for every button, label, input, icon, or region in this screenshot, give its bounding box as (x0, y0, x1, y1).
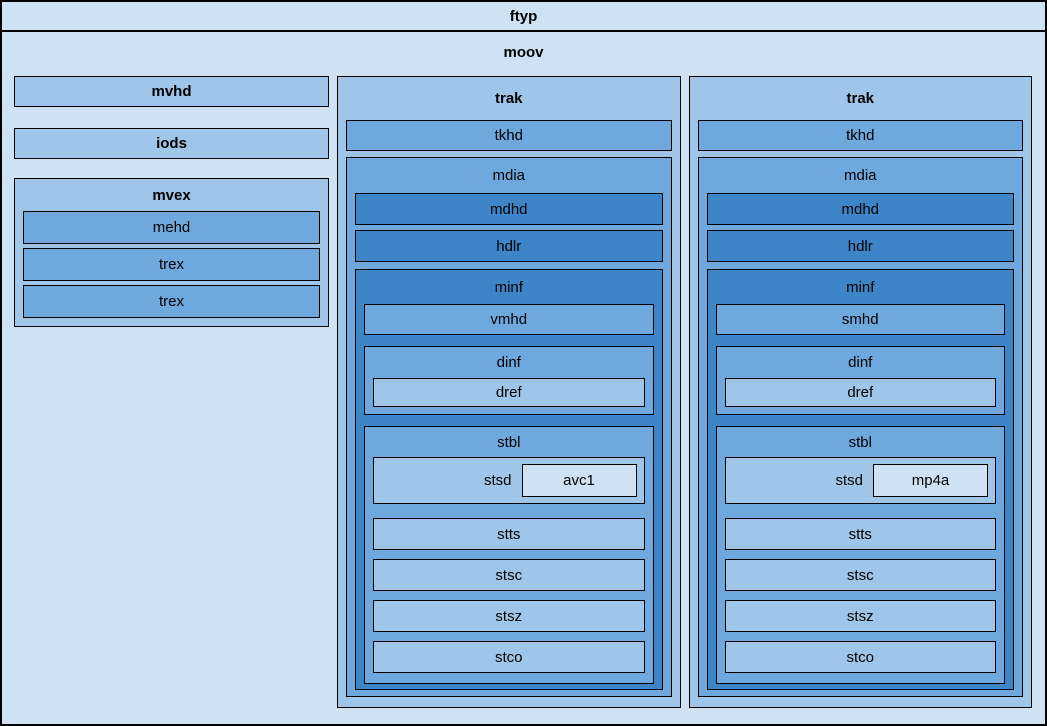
box-stbl: stbl stsd mp4a stts stsc (715, 426, 1005, 684)
trak-label: trak (494, 90, 523, 107)
stts-label: stts (497, 525, 521, 543)
box-mdia: mdia mdhd hdlr minf smhd dinf (697, 157, 1023, 697)
tkhd-label: tkhd (494, 127, 523, 144)
box-trak-video: trak tkhd mdia mdhd hdlr minf vmhd (337, 76, 681, 708)
box-trex-1: trex (23, 248, 320, 281)
box-mehd: mehd (23, 211, 320, 244)
mdia-label: mdia (492, 167, 525, 184)
box-mdia: mdia mdhd hdlr minf vmhd dinf (346, 157, 672, 697)
iods-label: iods (156, 135, 187, 152)
box-stco: stco (373, 641, 645, 673)
box-avc1: avc1 (521, 464, 637, 497)
box-stsc: stsc (373, 559, 645, 591)
minf-label: minf (494, 278, 523, 296)
box-minf: minf vmhd dinf dref stbl (355, 269, 663, 690)
stco-label: stco (846, 648, 874, 666)
dref-label: dref (495, 384, 522, 401)
mvex-label: mvex (152, 186, 191, 204)
box-ftyp: ftyp (2, 2, 1045, 32)
vmhd-label: vmhd (490, 311, 528, 328)
box-mdhd: mdhd (355, 193, 663, 225)
movie-level-column: mvhd iods mvex mehd trex trex (14, 76, 329, 708)
box-stsc: stsc (724, 559, 996, 591)
stsz-label: stsz (495, 607, 523, 625)
dref-label: dref (847, 384, 874, 401)
stsd-label: stsd (483, 472, 512, 489)
trex-label: trex (158, 256, 184, 273)
box-moov: moov mvhd iods mvex mehd trex (2, 32, 1045, 724)
hdlr-label: hdlr (847, 237, 873, 255)
box-stco: stco (724, 641, 996, 673)
box-mdhd: mdhd (706, 193, 1014, 225)
avc1-label: avc1 (563, 472, 595, 489)
box-smhd: smhd (715, 304, 1005, 335)
stsd-label: stsd (835, 472, 863, 489)
box-trak-audio: trak tkhd mdia mdhd hdlr minf smhd (688, 76, 1032, 708)
stsc-label: stsc (495, 566, 523, 584)
ftyp-label: ftyp (509, 7, 538, 25)
mdhd-label: mdhd (489, 200, 528, 218)
box-stts: stts (724, 518, 996, 550)
box-hdlr: hdlr (355, 230, 663, 262)
box-stsd: stsd mp4a (724, 457, 996, 504)
box-vmhd: vmhd (364, 304, 654, 335)
mp4a-label: mp4a (911, 472, 950, 489)
stsc-label: stsc (846, 566, 874, 584)
mehd-label: mehd (152, 219, 191, 236)
smhd-label: smhd (841, 311, 879, 328)
stts-label: stts (848, 525, 872, 543)
mdia-label: mdia (843, 167, 877, 184)
box-tkhd: tkhd (346, 120, 672, 151)
stbl-label: stbl (497, 433, 521, 451)
moov-content: mvhd iods mvex mehd trex trex (2, 72, 1045, 724)
tkhd-label: tkhd (846, 127, 875, 144)
stsz-label: stsz (846, 607, 874, 625)
box-trex-2: trex (23, 285, 320, 318)
box-stsz: stsz (373, 600, 645, 632)
box-dref: dref (724, 378, 996, 407)
mdhd-label: mdhd (841, 200, 880, 218)
box-dinf: dinf dref (715, 346, 1005, 415)
mvhd-label: mvhd (151, 83, 192, 100)
box-stsd: stsd avc1 (373, 457, 645, 504)
box-minf: minf smhd dinf dref stbl (706, 269, 1014, 690)
minf-label: minf (846, 278, 875, 296)
box-stts: stts (373, 518, 645, 550)
trex-label: trex (158, 293, 184, 310)
box-iods: iods (14, 128, 329, 159)
box-tkhd: tkhd (697, 120, 1023, 151)
box-stsz: stsz (724, 600, 996, 632)
trak-label: trak (846, 90, 875, 107)
dinf-label: dinf (496, 354, 521, 371)
box-dinf: dinf dref (364, 346, 654, 415)
stco-label: stco (494, 648, 523, 666)
box-hdlr: hdlr (706, 230, 1014, 262)
box-dref: dref (373, 378, 645, 407)
hdlr-label: hdlr (496, 237, 522, 255)
moov-label: moov (503, 43, 544, 61)
box-stbl: stbl stsd avc1 stts stsc (364, 426, 654, 684)
dinf-label: dinf (848, 354, 873, 371)
box-mvhd: mvhd (14, 76, 329, 107)
stbl-label: stbl (848, 433, 872, 451)
box-mp4a: mp4a (873, 464, 988, 497)
box-mvex: mvex mehd trex trex (14, 178, 329, 327)
